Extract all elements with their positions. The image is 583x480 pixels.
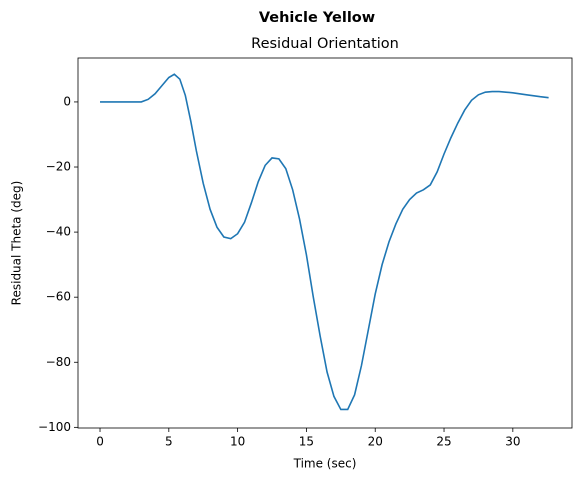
x-tick-label: 0 [96, 435, 104, 449]
suptitle: Vehicle Yellow [259, 10, 375, 26]
x-tick-label: 20 [368, 435, 383, 449]
chart-title: Residual Orientation [251, 36, 399, 52]
x-tick-label: 5 [165, 435, 173, 449]
y-tick-label: −40 [46, 225, 71, 239]
line [100, 73, 549, 411]
x-axis-label: Time (sec) [293, 457, 357, 471]
y-tick-label: −100 [38, 420, 71, 434]
x-tick-label: 15 [299, 435, 314, 449]
axes-frame [77, 57, 573, 429]
y-axis-label: Residual Theta (deg) [10, 181, 24, 306]
x-tick-label: 30 [505, 435, 520, 449]
x-tick-label: 10 [230, 435, 245, 449]
y-tick-label: −20 [46, 160, 71, 174]
y-tick-label: −80 [46, 355, 71, 369]
y-tick-label: −60 [46, 290, 71, 304]
y-tick-label: 0 [63, 94, 71, 108]
x-tick-label: 25 [436, 435, 451, 449]
